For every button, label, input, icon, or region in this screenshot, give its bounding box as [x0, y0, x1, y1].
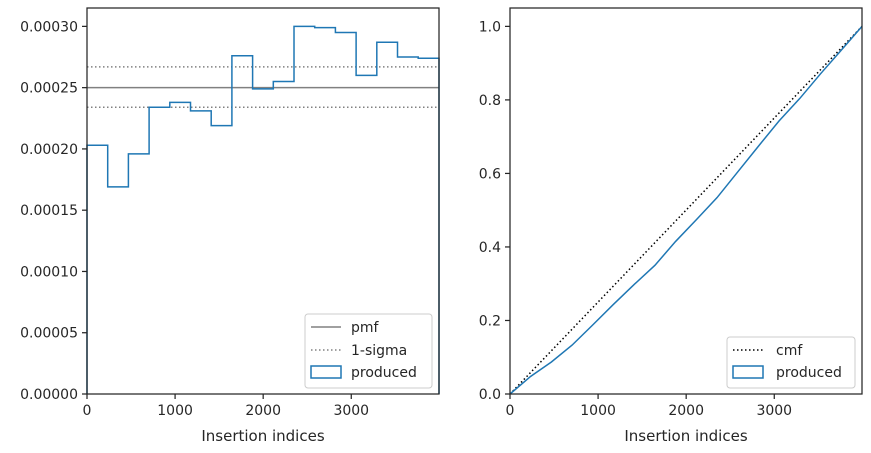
pmf-x-tick-label: 3000 [333, 403, 369, 419]
pmf-y-tick-label: 0.00025 [20, 81, 78, 97]
legend-produced-patch [732, 365, 764, 379]
pmf-panel: 0 1000 2000 3000 0.00000 0.00005 0.00010 0.000… [20, 7, 440, 445]
cmf-y-tick-label: 1.0 [479, 19, 501, 35]
cmf-x-tick-label: 2000 [668, 403, 704, 419]
cmf-x-tick-label: 1000 [580, 403, 616, 419]
cmf-x-tick-label: 0 [506, 403, 515, 419]
cmf-legend: cmf produced [726, 336, 856, 389]
pmf-y-tick-label: 0.00010 [20, 264, 78, 280]
pmf-x-tick-label: 0 [83, 403, 92, 419]
cmf-y-tick-label: 0.0 [479, 387, 501, 403]
produced-line [509, 25, 863, 395]
pmf-y-tick-label: 0.00000 [20, 387, 78, 403]
pmf-y-tick-label: 0.00030 [20, 19, 78, 35]
produced-histogram [86, 25, 440, 394]
legend-pmf-label: pmf [351, 320, 380, 336]
pmf-x-tick-label: 2000 [245, 403, 281, 419]
cmf-x-tick-label: 3000 [756, 403, 792, 419]
cmf-panel: 0 1000 2000 3000 0.0 0.2 0.4 0.6 0.8 1.0 Inserti… [479, 7, 863, 445]
legend-produced-label: produced [351, 365, 417, 381]
pmf-y-tick-label: 0.00020 [20, 142, 78, 158]
pmf-y-tick-label: 0.00005 [20, 326, 78, 342]
pmf-legend: pmf 1-sigma produced [304, 313, 433, 389]
cmf-x-axis-label: Insertion indices [624, 427, 747, 445]
cmf-y-tick-label: 0.4 [479, 240, 501, 256]
cmf-y-tick-label: 0.6 [479, 166, 501, 182]
legend-produced-label: produced [776, 365, 842, 381]
pmf-y-tick-label: 0.00015 [20, 203, 78, 219]
legend-cmf-label: cmf [776, 343, 803, 359]
cmf-line [509, 25, 863, 395]
pmf-x-axis-label: Insertion indices [201, 427, 324, 445]
legend-1-sigma-label: 1-sigma [351, 343, 407, 359]
cmf-plot-frame [509, 7, 863, 395]
legend-produced-patch [310, 365, 342, 379]
cmf-y-tick-label: 0.2 [479, 313, 501, 329]
cmf-y-tick-label: 0.8 [479, 93, 501, 109]
pmf-plot-frame [86, 7, 440, 395]
pmf-x-tick-label: 1000 [157, 403, 193, 419]
